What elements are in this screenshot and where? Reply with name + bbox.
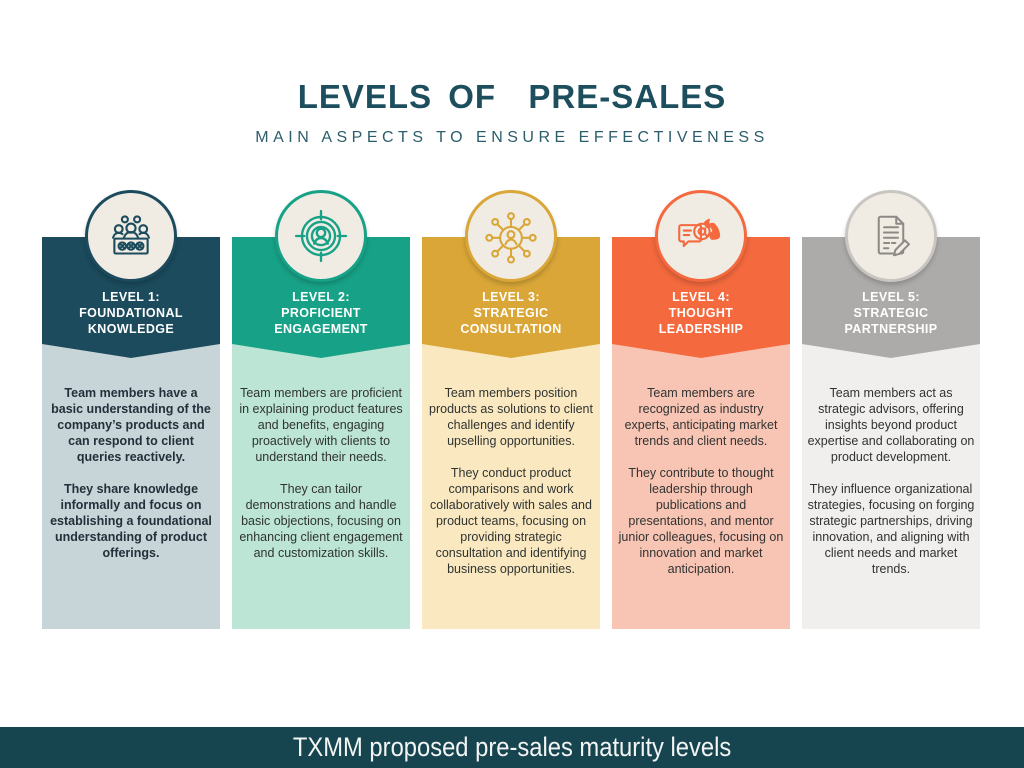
level-5-description: Team members act as strategic advisors, … [802, 343, 980, 629]
level-5-icon-badge [845, 190, 937, 282]
target-person-icon [292, 207, 350, 265]
level-3-title: LEVEL 3: STRATEGIC CONSULTATION [460, 290, 562, 336]
level-1-description: Team members have a basic understanding … [42, 343, 220, 629]
level-5-title: LEVEL 5: STRATEGIC PARTNERSHIP [844, 290, 938, 336]
level-4-title: LEVEL 4: THOUGHT LEADERSHIP [658, 290, 744, 336]
level-2-icon-badge [275, 190, 367, 282]
network-person-icon [482, 207, 540, 265]
document-pencil-icon [863, 208, 919, 264]
level-2-title: LEVEL 2: PROFICIENT ENGAGEMENT [274, 290, 368, 336]
level-4-column: LEVEL 4: THOUGHT LEADERSHIP Team members… [612, 190, 790, 629]
team-group-icon [103, 208, 159, 264]
level-3-icon-badge [465, 190, 557, 282]
levels-row: LEVEL 1: FOUNDATIONAL KNOWLEDGE Team mem… [42, 190, 980, 630]
level-3-column: LEVEL 3: STRATEGIC CONSULTATION Team mem… [422, 190, 600, 629]
level-3-description: Team members position products as soluti… [422, 343, 600, 629]
level-1-title: LEVEL 1: FOUNDATIONAL KNOWLEDGE [79, 290, 183, 336]
level-1-icon-badge [85, 190, 177, 282]
level-4-description: Team members are recognized as industry … [612, 343, 790, 629]
level-2-column: LEVEL 2: PROFICIENT ENGAGEMENT Team memb… [232, 190, 410, 629]
level-1-header: LEVEL 1: FOUNDATIONAL KNOWLEDGE [42, 237, 220, 358]
page-title: LEVELS OF PRE-SALES [297, 78, 727, 115]
page-subtitle: MAIN ASPECTS TO ENSURE EFFECTIVENESS [255, 129, 769, 146]
level-4-icon-badge [655, 190, 747, 282]
level-5-column: LEVEL 5: STRATEGIC PARTNERSHIP Team memb… [802, 190, 980, 629]
level-1-column: LEVEL 1: FOUNDATIONAL KNOWLEDGE Team mem… [42, 190, 220, 629]
footer-caption: TXMM proposed pre-sales maturity levels [292, 732, 732, 762]
phone-at-icon [672, 207, 730, 265]
level-2-description: Team members are proficient in explainin… [232, 343, 410, 629]
footer-bar: TXMM proposed pre-sales maturity levels [0, 727, 1024, 768]
level-2-header: LEVEL 2: PROFICIENT ENGAGEMENT [232, 237, 410, 358]
